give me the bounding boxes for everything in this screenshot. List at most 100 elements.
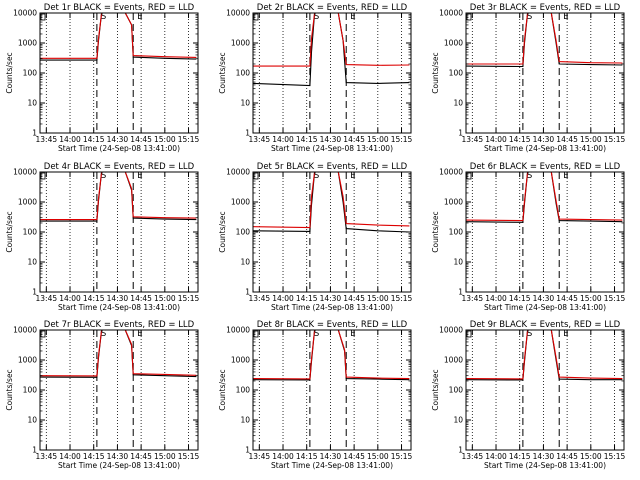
- y-tick-label: 100: [23, 228, 38, 237]
- x-tick-label: 13:45: [36, 294, 58, 303]
- plot-frame: [252, 171, 412, 293]
- x-tick-label: 14:45: [130, 135, 152, 144]
- y-tick-label: 10: [240, 416, 250, 425]
- start-marker: S: [527, 171, 532, 181]
- panel-title: Det 6r BLACK = Events, RED = LLD: [470, 162, 621, 172]
- x-tick-label: 14:00: [59, 452, 81, 461]
- corner-marker: [466, 330, 472, 338]
- x-axis-label: Start Time (24-Sep-08 13:41:00): [484, 144, 606, 153]
- panel-det-9: 1 10 100 1000 10000 13:45 14:00 14:15 14:30 14:45…: [431, 320, 626, 470]
- x-axis-label: Start Time (24-Sep-08 13:41:00): [484, 461, 606, 470]
- corner-marker: [40, 330, 46, 338]
- start-marker: S: [314, 329, 319, 339]
- start-marker: S: [101, 171, 106, 181]
- x-tick-label: 14:00: [485, 135, 507, 144]
- y-tick-label: 1000: [231, 39, 250, 48]
- x-tick-label: 14:15: [509, 452, 531, 461]
- corner-marker: [253, 172, 259, 180]
- y-tick-label: 100: [236, 228, 251, 237]
- x-tick-label: 14:45: [343, 294, 365, 303]
- x-tick-label: 14:45: [130, 294, 152, 303]
- panel-title: Det 7r BLACK = Events, RED = LLD: [44, 320, 195, 330]
- x-tick-label: 14:30: [533, 452, 555, 461]
- x-tick-label: 14:15: [83, 135, 105, 144]
- x-tick-label: 15:00: [580, 135, 602, 144]
- x-tick-label: 14:30: [533, 135, 555, 144]
- series-lld-line: [40, 330, 197, 377]
- y-tick-label: 100: [23, 386, 38, 395]
- series-lld-line: [466, 13, 623, 65]
- y-tick-label: 1: [245, 129, 250, 138]
- y-axis-label: Counts/sec: [218, 369, 227, 410]
- plot-frame: [252, 329, 412, 451]
- x-tick-label: 13:45: [462, 452, 484, 461]
- plot-frame: [39, 171, 199, 293]
- x-tick-label: 15:00: [154, 135, 176, 144]
- series-events-line: [466, 13, 623, 68]
- series-lld-line: [466, 172, 623, 222]
- plot-frame: [39, 329, 199, 451]
- y-tick-label: 10: [453, 416, 463, 425]
- panel-title: Det 2r BLACK = Events, RED = LLD: [257, 3, 408, 13]
- x-tick-label: 15:15: [178, 452, 200, 461]
- x-tick-label: 14:00: [59, 135, 81, 144]
- x-tick-label: 15:15: [604, 294, 626, 303]
- y-tick-label: 100: [236, 69, 251, 78]
- x-tick-label: 13:45: [249, 452, 271, 461]
- panel-title: Det 1r BLACK = Events, RED = LLD: [44, 3, 195, 13]
- x-tick-label: 13:45: [462, 135, 484, 144]
- x-tick-label: 14:15: [83, 294, 105, 303]
- y-tick-label: 10000: [13, 326, 37, 335]
- panel-det-6: 1 10 100 1000 10000 13:45 14:00 14:15 14:30 14:45…: [431, 162, 626, 312]
- x-tick-label: 14:45: [556, 135, 578, 144]
- panel-title: Det 4r BLACK = Events, RED = LLD: [44, 162, 195, 172]
- x-tick-label: 14:15: [83, 452, 105, 461]
- x-tick-label: 15:15: [391, 135, 413, 144]
- y-tick-label: 1: [32, 446, 37, 455]
- panel-det-7: 1 10 100 1000 10000 13:45 14:00 14:15 14:30 14:45…: [5, 320, 200, 470]
- start-marker: S: [101, 329, 106, 339]
- y-tick-label: 10: [453, 258, 463, 267]
- y-axis-label: Counts/sec: [5, 52, 14, 93]
- panel-det-8: 1 10 100 1000 10000 13:45 14:00 14:15 14:30 14:45…: [218, 320, 413, 470]
- series-events-line: [40, 13, 197, 61]
- y-tick-label: 100: [449, 386, 464, 395]
- panel-det-2: 1 10 100 1000 10000 13:45 14:00 14:15 14:30 14:45…: [218, 3, 413, 153]
- panel-det-5: 1 10 100 1000 10000 13:45 14:00 14:15 14:30 14:45…: [218, 162, 413, 312]
- x-tick-label: 15:00: [367, 452, 389, 461]
- x-tick-label: 14:15: [296, 294, 318, 303]
- y-tick-label: 10: [240, 258, 250, 267]
- y-tick-label: 10000: [439, 168, 463, 177]
- y-tick-label: 1000: [18, 356, 37, 365]
- y-tick-label: 1000: [231, 356, 250, 365]
- x-tick-label: 15:15: [604, 135, 626, 144]
- y-tick-label: 1: [32, 288, 37, 297]
- y-tick-label: 100: [23, 69, 38, 78]
- panel-title: Det 9r BLACK = Events, RED = LLD: [470, 320, 621, 330]
- y-tick-label: 10: [240, 99, 250, 108]
- y-axis-label: Counts/sec: [431, 52, 440, 93]
- y-tick-label: 1: [245, 288, 250, 297]
- y-axis-label: Counts/sec: [218, 211, 227, 252]
- series-events-line: [40, 172, 197, 222]
- y-tick-label: 10000: [439, 326, 463, 335]
- y-tick-label: 1000: [18, 39, 37, 48]
- start-marker: S: [314, 12, 319, 22]
- x-tick-label: 15:15: [604, 452, 626, 461]
- y-tick-label: 1: [32, 129, 37, 138]
- y-tick-label: 10000: [226, 326, 250, 335]
- x-tick-label: 14:00: [272, 294, 294, 303]
- end-marker: E: [563, 12, 568, 22]
- corner-marker: [40, 172, 46, 180]
- y-tick-label: 10000: [13, 168, 37, 177]
- y-axis-label: Counts/sec: [431, 211, 440, 252]
- x-tick-label: 14:30: [107, 294, 129, 303]
- series-lld-line: [253, 330, 410, 380]
- plot-frame: [465, 171, 625, 293]
- x-tick-label: 14:15: [509, 135, 531, 144]
- y-axis-label: Counts/sec: [5, 369, 14, 410]
- end-marker: E: [350, 12, 355, 22]
- x-tick-label: 14:45: [343, 452, 365, 461]
- y-tick-label: 100: [449, 228, 464, 237]
- end-marker: E: [350, 171, 355, 181]
